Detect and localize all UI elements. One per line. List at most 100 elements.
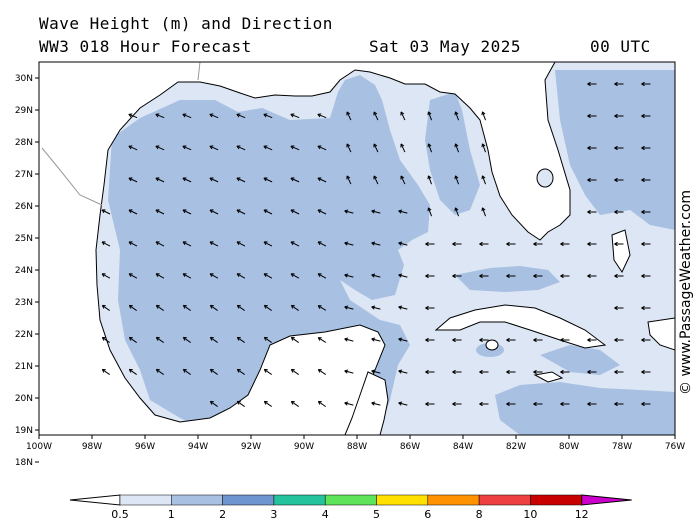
longitude-axis: 100W 98W 96W 94W 92W 90W 88W 86W 84W 82W 80W 78W 76W: [26, 435, 685, 452]
arrow-head: [101, 337, 105, 341]
arrow-head: [614, 403, 618, 407]
direction-arrow: [344, 242, 354, 246]
arrow-head: [533, 275, 537, 279]
arrow-head: [236, 369, 240, 373]
direction-arrow: [317, 145, 327, 151]
arrow-head: [452, 339, 456, 343]
direction-arrow: [371, 370, 381, 374]
arrow-head: [641, 211, 645, 215]
direction-arrow: [373, 175, 379, 185]
direction-arrow: [481, 111, 487, 121]
direction-arrow: [481, 143, 487, 153]
arrow-head: [481, 207, 483, 212]
colorbar-label: 5: [373, 508, 380, 521]
arrow-head: [263, 337, 267, 341]
arrow-head: [290, 177, 294, 182]
direction-arrow: [344, 306, 354, 310]
colorbar-segment: [427, 494, 480, 506]
direction-arrow: [373, 111, 379, 121]
arrow-head: [128, 273, 132, 278]
arrow-head: [236, 114, 240, 118]
direction-arrow: [481, 175, 487, 185]
arrow-head: [479, 275, 483, 279]
direction-arrow: [209, 241, 219, 247]
arrow-head: [506, 371, 510, 375]
arrow-head: [614, 115, 618, 119]
direction-arrow: [182, 273, 192, 279]
direction-arrow: [156, 369, 164, 375]
arrow-head: [371, 242, 375, 246]
arrow-head: [371, 274, 375, 278]
arrow-head: [614, 339, 618, 343]
direction-arrow: [155, 177, 165, 183]
arrow-head: [290, 305, 294, 309]
arrow-head: [182, 273, 186, 278]
arrow-head: [454, 111, 456, 116]
direction-arrow: [427, 175, 433, 185]
direction-arrow: [236, 273, 246, 279]
arrow-head: [236, 177, 240, 182]
arrow-head: [344, 402, 348, 406]
arrow-head: [641, 243, 645, 247]
direction-arrow: [155, 209, 165, 215]
direction-arrow: [317, 241, 327, 247]
colorbar-segment: [530, 494, 582, 506]
direction-arrow: [156, 337, 164, 343]
arrow-head: [398, 370, 402, 374]
arrow-head: [641, 371, 645, 375]
direction-arrow: [102, 337, 110, 343]
direction-arrow: [398, 402, 408, 406]
arrow-head: [452, 371, 456, 375]
arrow-head: [290, 273, 294, 278]
arrow-head: [479, 243, 483, 247]
direction-arrow: [344, 210, 354, 214]
direction-arrow: [128, 241, 138, 247]
arrow-head: [182, 209, 186, 214]
direction-arrow: [236, 241, 246, 247]
arrow-head: [263, 273, 267, 278]
colorbar-high-cap: [581, 494, 632, 506]
direction-arrow: [398, 306, 408, 310]
wave-zone-cuba-south: [540, 345, 620, 375]
arrow-head: [182, 337, 186, 341]
direction-arrow: [373, 143, 379, 153]
arrow-head: [344, 210, 348, 214]
arrow-head: [560, 243, 564, 247]
direction-arrow: [183, 305, 191, 311]
lat-label: 19N: [15, 426, 33, 436]
arrow-head: [236, 209, 240, 214]
arrow-head: [587, 403, 591, 407]
arrow-head: [263, 369, 267, 373]
direction-arrow: [291, 369, 299, 375]
lon-label: 84W: [453, 442, 473, 452]
arrow-head: [479, 339, 483, 343]
direction-arrow: [209, 209, 219, 215]
direction-arrow: [371, 274, 381, 278]
arrow-head: [454, 143, 456, 148]
arrow-head: [317, 209, 321, 214]
direction-arrow: [128, 273, 138, 279]
lon-label: 94W: [188, 442, 208, 452]
colorbar-segment: [171, 494, 223, 506]
arrow-head: [587, 83, 591, 87]
copyright-label: © www.PassageWeather.com: [678, 190, 694, 395]
arrow-head: [425, 403, 429, 407]
direction-arrow: [155, 145, 165, 151]
lon-label: 98W: [82, 442, 102, 452]
arrow-head: [263, 401, 267, 405]
arrow-head: [317, 401, 321, 405]
arrow-head: [317, 273, 321, 278]
direction-arrow: [427, 207, 433, 217]
direction-arrow: [237, 401, 245, 407]
arrow-head: [587, 243, 591, 247]
direction-arrow: [344, 338, 354, 342]
arrow-head: [128, 209, 132, 214]
arrow-head: [155, 209, 159, 214]
arrow-head: [533, 371, 537, 375]
direction-arrow: [182, 209, 192, 215]
arrow-head: [481, 143, 483, 148]
arrow-head: [236, 305, 240, 309]
forecast-label: WW3 018 Hour Forecast: [39, 37, 252, 56]
direction-arrow: [155, 113, 165, 119]
arrow-head: [317, 305, 321, 309]
